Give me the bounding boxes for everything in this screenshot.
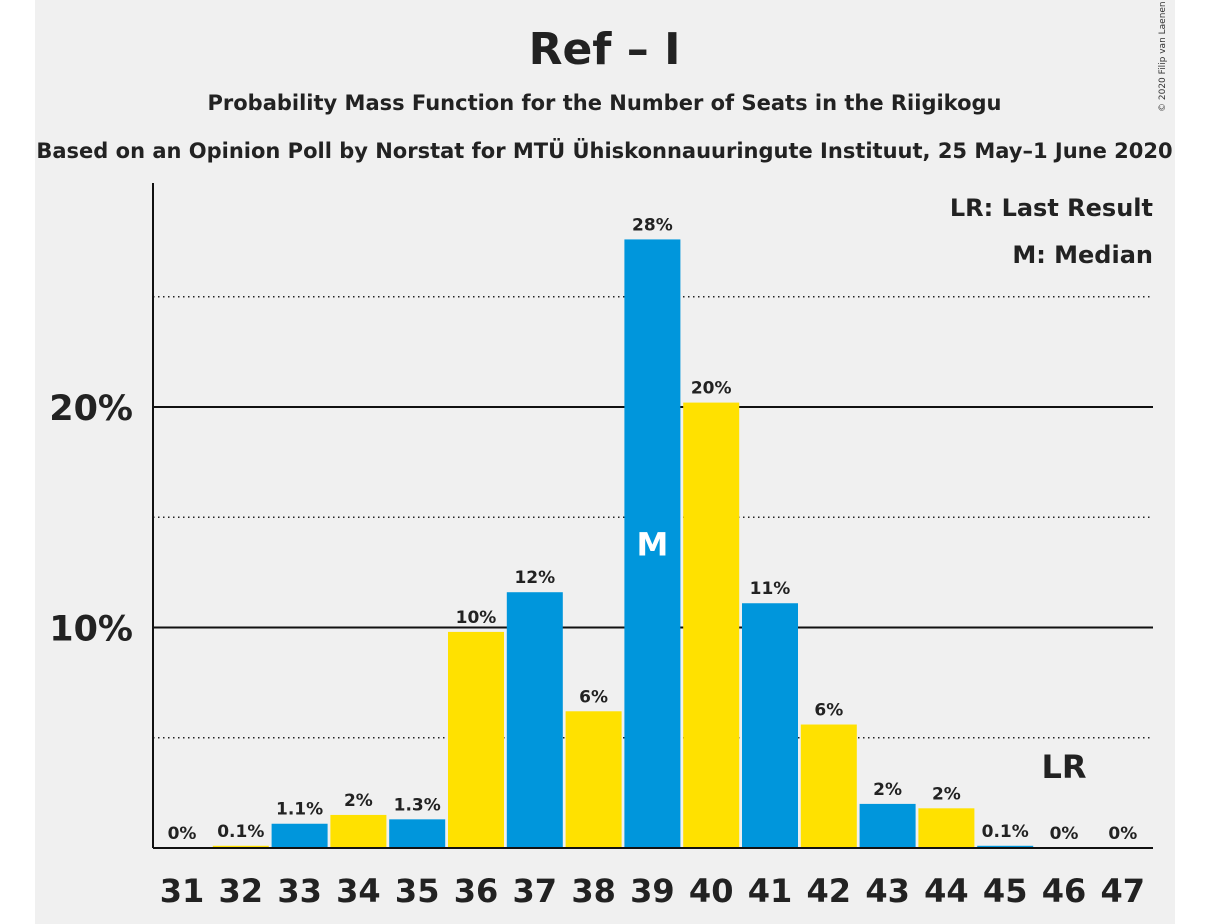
x-tick-label-33: 33: [277, 872, 322, 910]
last-result-marker: LR: [1041, 748, 1086, 786]
x-tick-label-43: 43: [865, 872, 910, 910]
x-tick-label-31: 31: [160, 872, 205, 910]
data-label-34: 2%: [344, 791, 373, 811]
x-tick-label-42: 42: [807, 872, 852, 910]
x-tick-label-36: 36: [454, 872, 499, 910]
bar-43: [859, 803, 916, 848]
data-label-37: 12%: [514, 568, 555, 588]
data-label-31: 0%: [168, 824, 197, 844]
bar-38: [565, 711, 622, 848]
data-label-45: 0.1%: [982, 822, 1029, 842]
y-tick-label: 20%: [49, 389, 133, 429]
bar-35: [389, 819, 446, 848]
bar-33: [271, 823, 328, 848]
data-label-43: 2%: [873, 780, 902, 800]
chart-title: Ref – I: [528, 24, 681, 75]
x-tick-label-47: 47: [1101, 872, 1146, 910]
data-label-36: 10%: [456, 608, 497, 628]
x-tick-label-40: 40: [689, 872, 734, 910]
data-label-47: 0%: [1108, 824, 1137, 844]
data-label-35: 1.3%: [394, 795, 441, 815]
bar-39: [624, 239, 681, 849]
bar-37: [506, 592, 563, 848]
data-label-44: 2%: [932, 784, 961, 804]
x-tick-label-35: 35: [395, 872, 440, 910]
data-label-33: 1.1%: [276, 800, 323, 820]
legend: LR: Last Result M: Median: [950, 185, 1153, 279]
data-label-38: 6%: [579, 687, 608, 707]
chart-subtitle: Probability Mass Function for the Number…: [207, 91, 1002, 115]
data-label-32: 0.1%: [217, 822, 264, 842]
x-tick-label-38: 38: [571, 872, 616, 910]
bar-41: [742, 603, 798, 848]
data-label-42: 6%: [814, 701, 843, 721]
data-label-46: 0%: [1050, 824, 1079, 844]
bar-40: [683, 402, 740, 848]
bar-45: [977, 845, 1034, 848]
data-label-40: 20%: [691, 379, 732, 399]
bar-42: [800, 724, 857, 848]
x-tick-label-45: 45: [983, 872, 1028, 910]
data-label-39: 28%: [632, 215, 673, 235]
bar-36: [448, 631, 504, 848]
x-tick-label-46: 46: [1042, 872, 1087, 910]
bar-34: [330, 814, 387, 848]
x-tick-label-34: 34: [336, 872, 381, 910]
x-tick-label-44: 44: [924, 872, 969, 910]
x-tick-label-32: 32: [219, 872, 264, 910]
chart-source: Based on an Opinion Poll by Norstat for …: [36, 139, 1173, 163]
median-marker: M: [636, 526, 668, 564]
legend-item-median: M: Median: [1012, 241, 1153, 269]
legend-item-last-result: LR: Last Result: [949, 194, 1153, 222]
x-tick-label-41: 41: [748, 872, 793, 910]
y-tick-label: 10%: [49, 610, 133, 650]
bar-44: [918, 808, 975, 848]
data-label-41: 11%: [750, 579, 791, 599]
x-tick-label-39: 39: [630, 872, 675, 910]
bar-32: [212, 845, 269, 848]
x-tick-label-37: 37: [513, 872, 558, 910]
